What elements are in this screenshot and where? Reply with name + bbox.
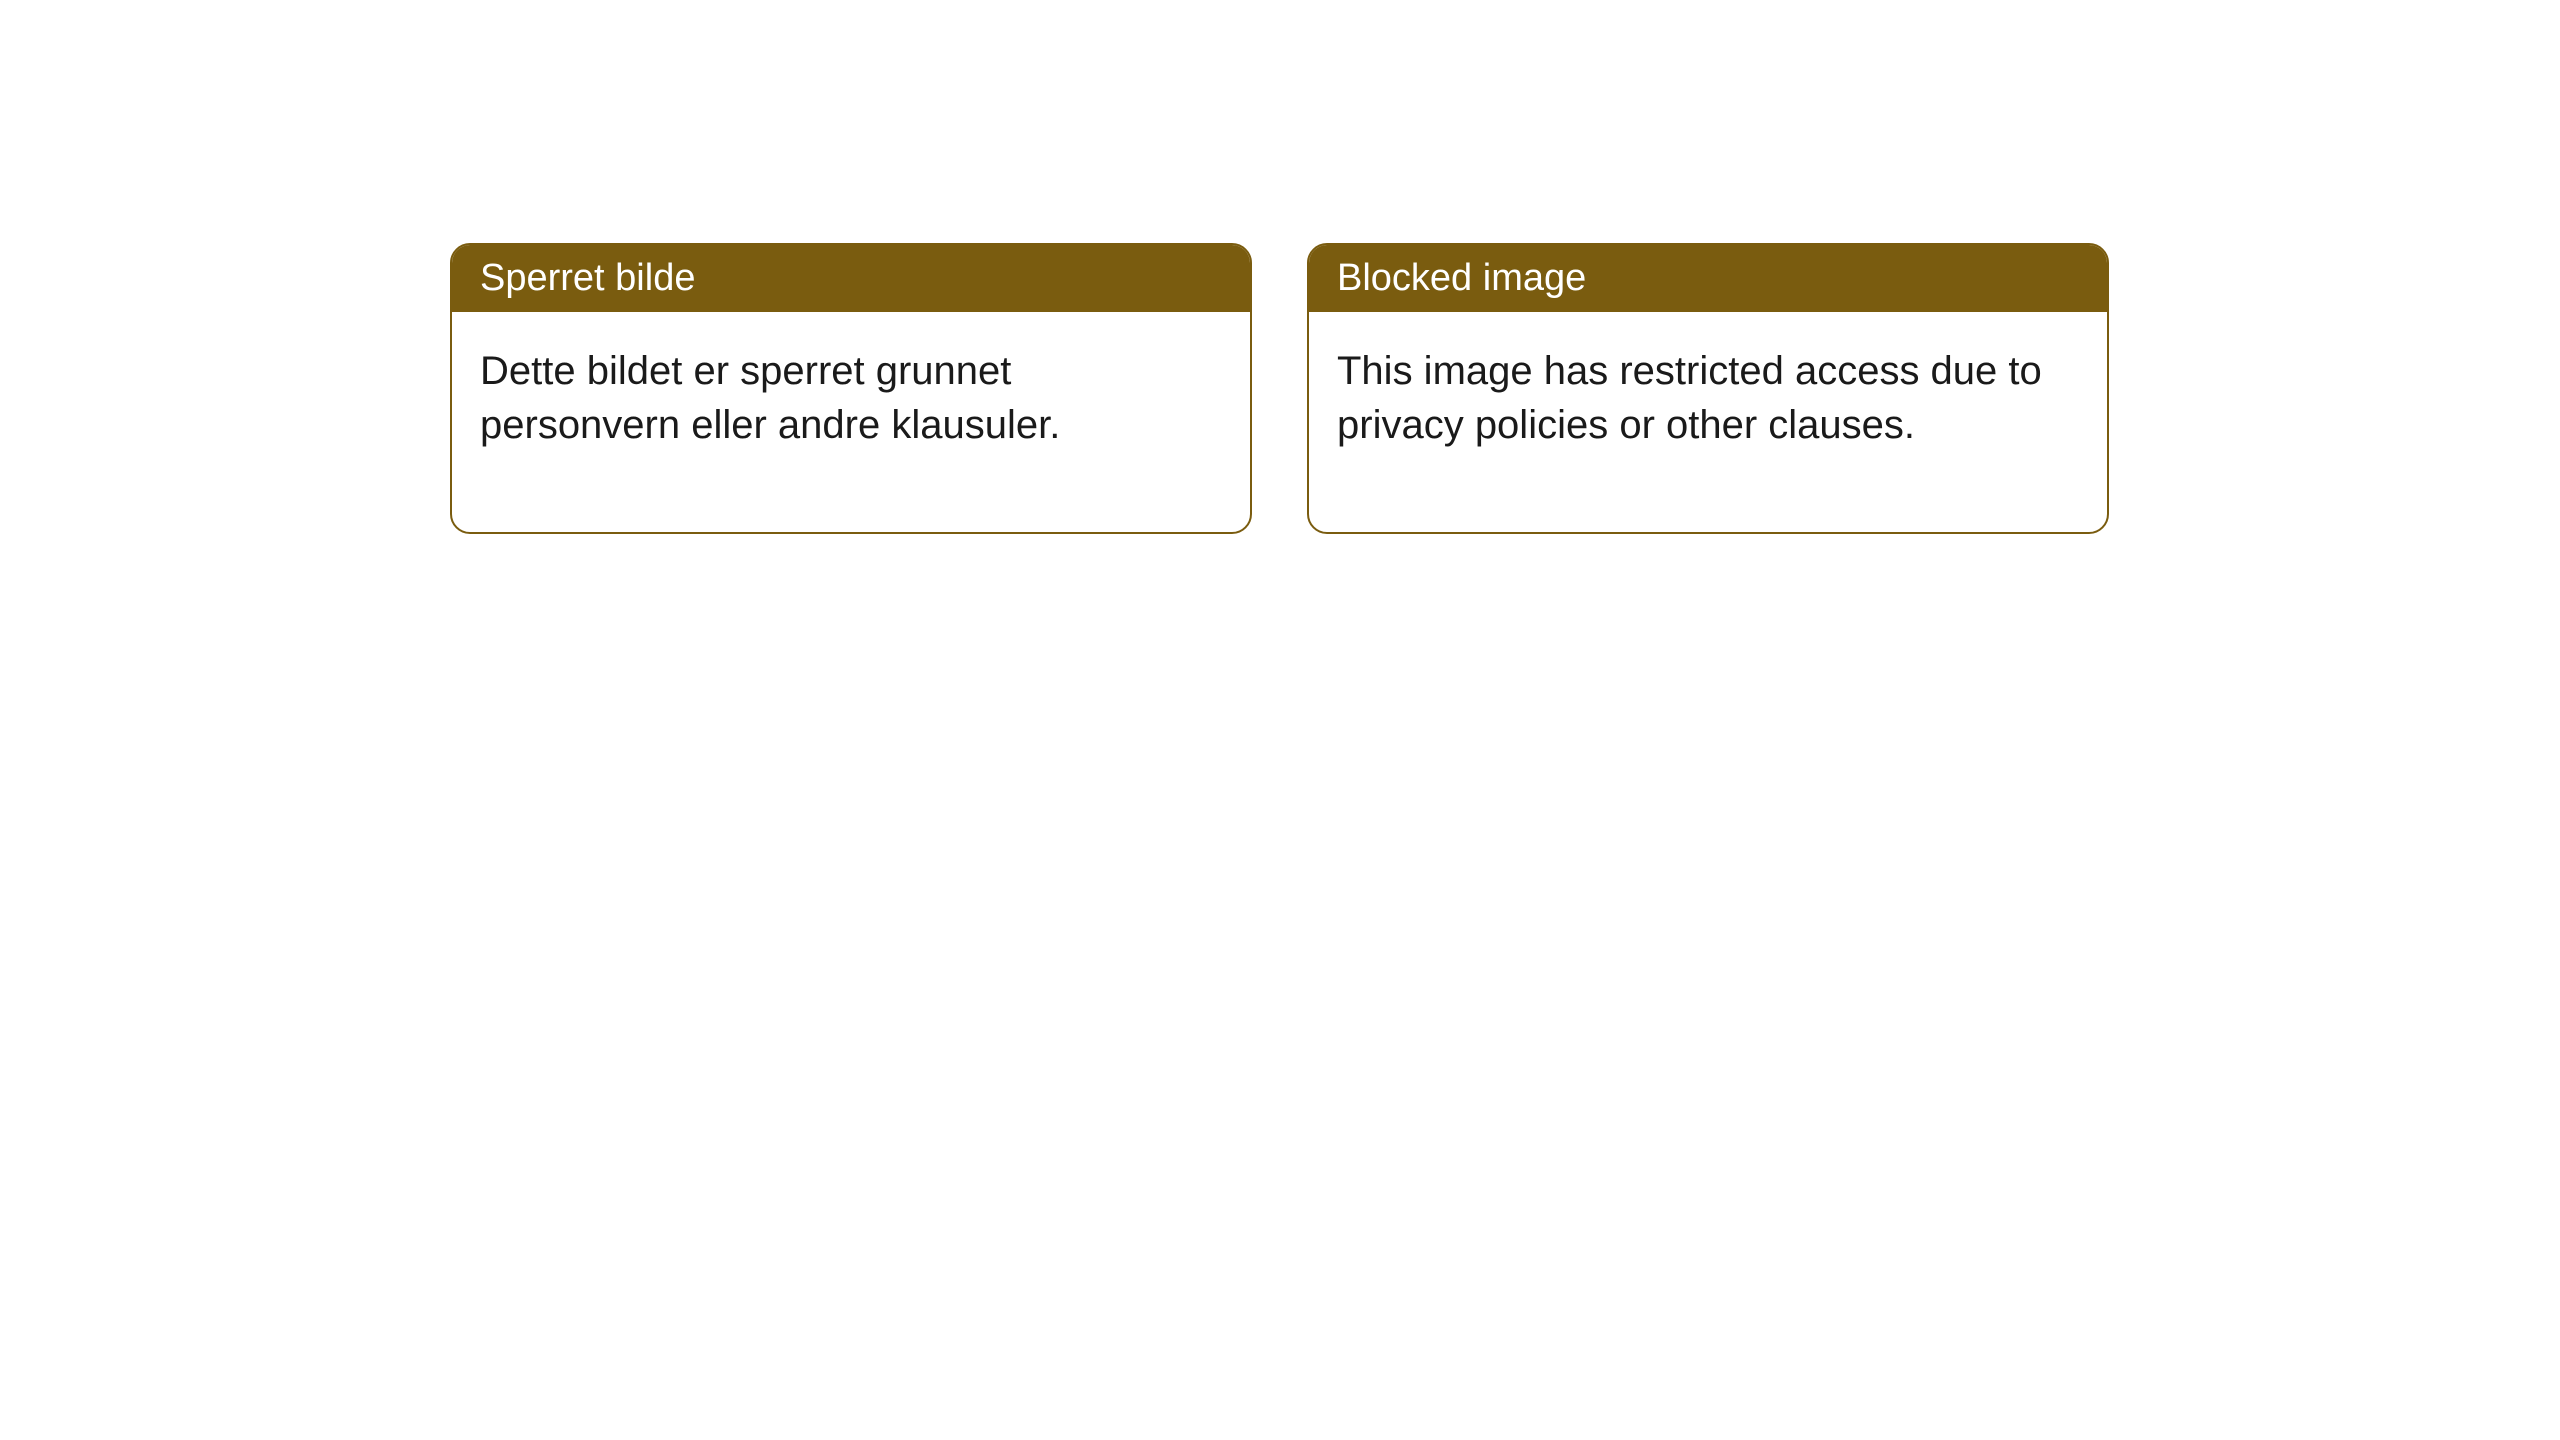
notice-card-header-no: Sperret bilde	[452, 245, 1250, 312]
notice-card-no: Sperret bilde Dette bildet er sperret gr…	[450, 243, 1252, 534]
notice-container: Sperret bilde Dette bildet er sperret gr…	[450, 243, 2109, 534]
notice-card-body-en: This image has restricted access due to …	[1309, 312, 2107, 532]
notice-card-body-no: Dette bildet er sperret grunnet personve…	[452, 312, 1250, 532]
notice-card-header-en: Blocked image	[1309, 245, 2107, 312]
notice-card-en: Blocked image This image has restricted …	[1307, 243, 2109, 534]
